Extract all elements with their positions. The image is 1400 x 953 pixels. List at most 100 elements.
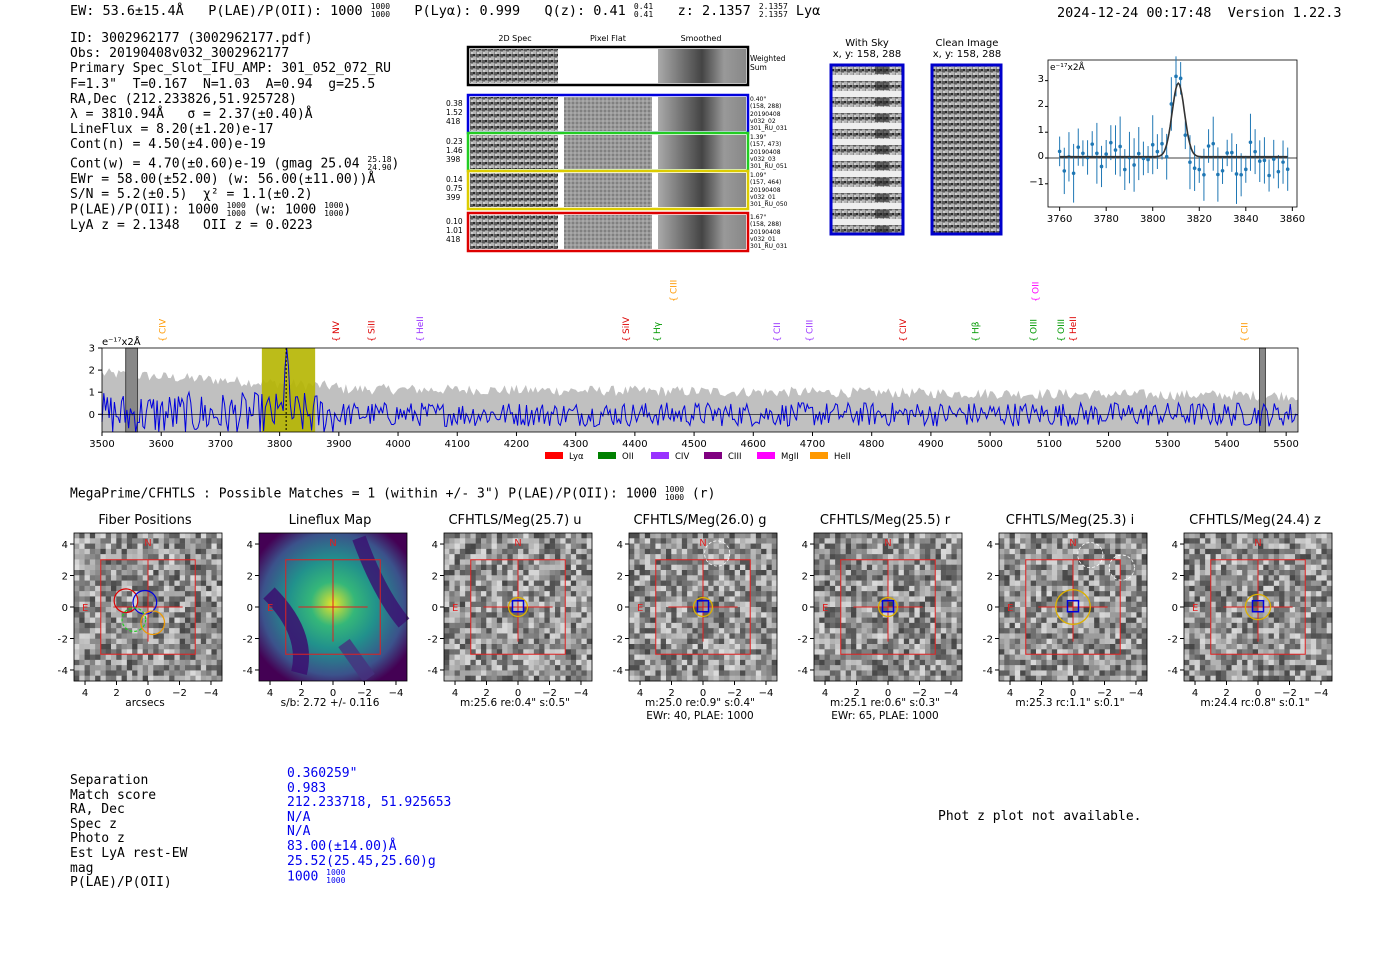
pixel bbox=[666, 559, 672, 566]
pixel bbox=[211, 585, 218, 592]
pixel bbox=[1231, 622, 1238, 629]
pixel bbox=[819, 622, 825, 629]
pixel bbox=[845, 617, 852, 624]
header-qz-frac: 0.41 0.41 bbox=[633, 2, 654, 19]
pixel bbox=[1284, 601, 1291, 608]
pixel bbox=[502, 538, 508, 544]
pixel bbox=[639, 675, 646, 682]
pixel bbox=[565, 670, 572, 677]
pixel bbox=[581, 675, 588, 682]
pixel bbox=[179, 591, 186, 597]
pixel bbox=[502, 564, 508, 571]
pixel bbox=[185, 570, 191, 576]
panel-subtitle: m:25.0 re:0.9" s:0.4" bbox=[645, 697, 755, 709]
pixel bbox=[687, 638, 693, 645]
pixel bbox=[1184, 644, 1190, 650]
pixel bbox=[639, 575, 646, 581]
pixel bbox=[544, 591, 551, 597]
pixel bbox=[877, 612, 884, 618]
pixel bbox=[771, 654, 778, 661]
pixel bbox=[893, 675, 899, 682]
pixel bbox=[771, 607, 778, 613]
panel-x-tick-label: 4 bbox=[1007, 688, 1013, 699]
pixel bbox=[851, 644, 857, 650]
pixel bbox=[1110, 538, 1116, 544]
pixel bbox=[190, 596, 196, 603]
pixel bbox=[729, 543, 736, 550]
pixel bbox=[882, 649, 889, 655]
pixel bbox=[909, 538, 915, 544]
pixel bbox=[116, 670, 122, 677]
pixel bbox=[1030, 580, 1037, 587]
pixel bbox=[814, 575, 820, 581]
panel-subtitle: m:25.3 rc:1.1" s:0.1" bbox=[1015, 697, 1125, 709]
pixel bbox=[1131, 580, 1137, 587]
pixel bbox=[829, 543, 836, 550]
pixel bbox=[940, 585, 947, 592]
pixel bbox=[914, 675, 921, 682]
pixel bbox=[1004, 559, 1010, 566]
pixel bbox=[555, 564, 561, 571]
pixel bbox=[1099, 533, 1106, 539]
pixel bbox=[703, 601, 709, 608]
pixel bbox=[771, 628, 778, 634]
pixel bbox=[766, 659, 773, 666]
legend-label: CIV bbox=[675, 452, 689, 462]
pixel bbox=[1041, 649, 1047, 655]
pixel bbox=[956, 644, 963, 650]
pixel bbox=[1073, 559, 1079, 566]
pixel bbox=[639, 580, 646, 587]
pixel bbox=[671, 538, 677, 544]
pixel bbox=[132, 538, 138, 544]
pixel bbox=[190, 612, 196, 618]
pixel bbox=[1131, 633, 1137, 640]
pixel bbox=[1120, 533, 1127, 539]
pixel bbox=[676, 659, 683, 666]
pixel bbox=[576, 533, 582, 539]
pixel bbox=[190, 585, 196, 592]
pixel bbox=[174, 570, 181, 576]
pixel bbox=[555, 670, 561, 677]
pixel bbox=[116, 654, 122, 661]
pixel bbox=[1099, 670, 1106, 677]
pixel bbox=[565, 622, 572, 629]
pixel bbox=[761, 638, 767, 645]
header-plae: P(LAE)/P(OII): 1000 bbox=[208, 3, 363, 19]
pixel bbox=[1189, 601, 1195, 608]
pixel bbox=[882, 601, 889, 608]
pixel bbox=[1136, 607, 1143, 613]
pixel bbox=[105, 601, 112, 608]
pixel bbox=[893, 607, 899, 613]
pixel bbox=[1078, 612, 1084, 618]
pixel bbox=[1247, 538, 1254, 544]
pixel bbox=[1273, 533, 1280, 539]
pixel bbox=[163, 617, 170, 624]
pixel bbox=[1062, 612, 1069, 618]
pixel bbox=[1305, 617, 1312, 624]
pixel bbox=[185, 559, 191, 566]
pixel bbox=[153, 665, 159, 671]
pixel bbox=[491, 644, 498, 650]
x-tick-label: 4600 bbox=[741, 439, 766, 450]
pixel bbox=[681, 654, 688, 661]
pixel bbox=[1083, 585, 1090, 592]
pixel bbox=[1099, 617, 1106, 624]
pixel bbox=[935, 591, 942, 597]
panel-y-tick-label: 0 bbox=[247, 603, 253, 614]
pixel bbox=[216, 675, 223, 682]
pixel bbox=[1094, 548, 1100, 555]
pixel bbox=[1078, 591, 1084, 597]
pixel bbox=[845, 633, 852, 640]
pixel bbox=[930, 543, 936, 550]
pixel bbox=[898, 591, 905, 597]
pixel bbox=[872, 649, 878, 655]
pixel bbox=[1030, 670, 1037, 677]
pixel bbox=[1189, 575, 1195, 581]
pixel bbox=[1041, 575, 1047, 581]
pixel bbox=[999, 538, 1005, 544]
pixel bbox=[1226, 617, 1232, 624]
pixel bbox=[539, 622, 545, 629]
pixel bbox=[1205, 638, 1211, 645]
pixel bbox=[1215, 617, 1222, 624]
pixel bbox=[1115, 617, 1121, 624]
